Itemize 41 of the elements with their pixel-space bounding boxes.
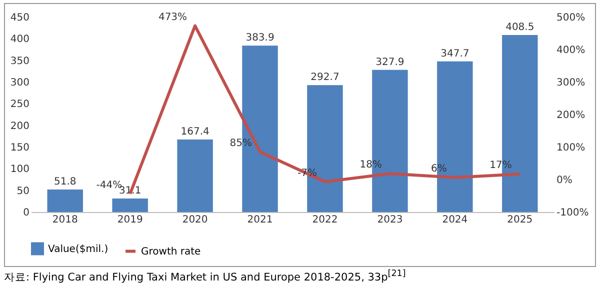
y2-tick-label: 0% [556,175,572,186]
y-tick-label: 300 [10,78,30,88]
x-tick-label: 2024 [442,214,468,226]
x-tick-label: 2018 [52,214,78,226]
data-label: 51.8 [54,176,76,188]
y2-tick-label: 300% [556,78,586,88]
data-label: 473% [158,12,188,23]
y2-tick-label: -100% [556,208,589,218]
x-tick-label: 2020 [182,214,208,226]
y-tick-label: 200 [10,120,30,132]
y2-tick-label: 500% [556,12,586,24]
data-label: 347.7 [440,48,470,60]
data-label: 167.4 [180,126,210,138]
text: 자료: Flying Car and Flying Taxi Market in US and Europe 2018-2025, 33p$^{[21]}$ [3,268,407,286]
data-label: 292.7 [310,72,340,84]
y2-tick-label: 100% [556,142,586,154]
y-tick-label: 350 [10,56,30,67]
y-tick-label: 50 [16,186,30,197]
y2-tick-label: 400% [556,45,586,56]
data-label: 408.5 [506,22,534,33]
data-label: 383.9 [246,32,274,44]
legend-label: Value($mil.) [48,244,108,255]
data-label: -7% [298,168,317,179]
data-label: 327.9 [376,56,404,68]
bar [47,190,83,212]
y2-tick-label: 200% [556,110,586,121]
y-tick-label: 450 [10,12,30,24]
x-tick-label: 2023 [377,214,403,226]
bar [112,198,148,212]
legend-label: Growth rate [141,246,201,258]
x-tick-label: 2021 [247,214,273,226]
y-tick-label: 0 [23,208,30,218]
y-tick-label: 150 [10,142,30,154]
data-label: -44% [96,180,122,191]
y-tick-label: 400 [10,34,30,46]
y-tick-label: 100 [10,164,30,176]
x-tick-label: 2025 [507,214,533,226]
y-tick-label: 250 [10,99,30,110]
bar [177,139,213,212]
x-tick-label: 2022 [312,214,338,226]
x-tick-label: 2019 [117,214,143,226]
